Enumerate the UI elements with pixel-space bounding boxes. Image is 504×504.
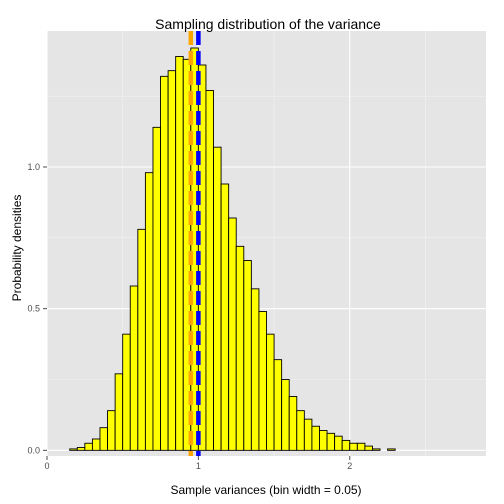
histogram-bar (258, 311, 267, 451)
histogram-bar (91, 438, 101, 451)
histogram-bar (349, 442, 358, 451)
histogram-bar (175, 56, 184, 451)
histogram-bar (99, 427, 109, 451)
histogram-bar (152, 126, 161, 451)
x-axis-ticks: 0 1 2 (44, 456, 352, 471)
histogram-bar (341, 439, 351, 451)
histogram-bar (213, 146, 222, 451)
histogram-bar (167, 70, 177, 451)
histogram-bar (220, 183, 230, 451)
histogram-bar (114, 373, 124, 451)
histogram-bar (137, 228, 146, 451)
histogram-bar (273, 359, 283, 451)
histogram-bar (107, 410, 116, 451)
histogram-bar (288, 396, 298, 451)
histogram-bar (205, 90, 214, 451)
histogram-bars (69, 47, 396, 451)
x-tick-label: 2 (347, 461, 352, 471)
x-tick-label: 1 (196, 461, 201, 471)
histogram-bar (235, 245, 245, 451)
histogram-bar (250, 288, 260, 451)
histogram-bar (144, 172, 154, 451)
histogram-bar (372, 448, 381, 451)
histogram-bar (160, 75, 169, 451)
histogram-bar (129, 285, 139, 451)
histogram-bar (319, 430, 328, 451)
y-axis-label: Probability densities (10, 195, 24, 302)
histogram-bar (334, 435, 343, 451)
chart-title: Sampling distribution of the variance (155, 16, 381, 32)
y-tick-label: 0.0 (27, 445, 40, 455)
x-tick-label: 0 (44, 461, 49, 471)
x-axis-label: Sample variances (bin width = 0.05) (170, 483, 361, 497)
reference-lines (188, 31, 201, 456)
minor-gridlines (47, 31, 486, 456)
histogram-bar (296, 410, 305, 451)
histogram-bar (364, 445, 373, 451)
y-tick-label: 0.5 (27, 304, 40, 314)
histogram-bar (387, 448, 396, 451)
histogram-bar (228, 217, 237, 451)
histogram-bar (311, 425, 320, 451)
histogram-bar (303, 418, 313, 451)
histogram-bar (190, 47, 199, 451)
histogram-bar (122, 333, 131, 451)
histogram-bar (243, 260, 252, 451)
histogram-bar (76, 447, 86, 451)
histogram-bar (356, 442, 366, 451)
histogram-bar (84, 442, 93, 451)
histogram-bar (326, 432, 336, 451)
histogram-bar (266, 333, 275, 451)
y-axis-ticks: 0.0 0.5 1.0 (27, 162, 47, 455)
histogram-bar (281, 379, 290, 451)
histogram-bar (69, 448, 78, 451)
y-tick-label: 1.0 (27, 162, 40, 172)
